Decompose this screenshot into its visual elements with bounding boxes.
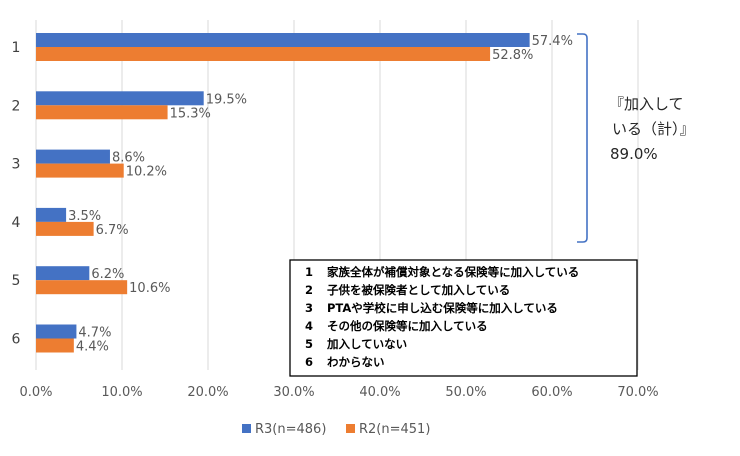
data-label: 6.7% <box>96 223 129 238</box>
data-label: 6.2% <box>91 267 124 282</box>
x-tick-label: 20.0% <box>187 385 228 400</box>
bar-r3 <box>36 33 530 47</box>
key-number: 1 <box>305 265 313 279</box>
key-text: 家族全体が補償対象となる保険等に加入している <box>327 265 579 279</box>
bracket <box>577 33 588 243</box>
legend-swatch <box>242 424 251 433</box>
key-number: 3 <box>305 301 313 315</box>
category-label: 6 <box>12 332 21 348</box>
category-label: 2 <box>12 98 21 114</box>
bar-r2 <box>36 221 94 236</box>
x-tick-label: 70.0% <box>617 385 658 400</box>
x-tick-label: 40.0% <box>359 385 400 400</box>
key-text: 子供を被保険者として加入している <box>327 283 510 297</box>
data-label: 57.4% <box>532 34 573 49</box>
key-text: わからない <box>327 355 385 369</box>
key-text: その他の保険等に加入している <box>327 319 488 333</box>
bar-r2 <box>36 47 491 61</box>
category-label: 1 <box>12 40 21 56</box>
legend-label: R3(n=486) <box>255 422 326 437</box>
data-label: 3.5% <box>68 209 101 224</box>
data-label: 52.8% <box>492 48 533 63</box>
annotation-line: いる（計）』 <box>612 120 695 138</box>
bar-r3 <box>36 266 90 281</box>
bar-r2 <box>36 338 74 353</box>
data-label: 10.2% <box>126 165 167 180</box>
key-number: 5 <box>305 337 313 351</box>
key-text: PTAや学校に申し込む保険等に加入している <box>327 301 558 315</box>
x-tick-label: 50.0% <box>445 385 486 400</box>
data-label: 4.4% <box>76 340 109 355</box>
bar-r2 <box>36 105 168 120</box>
data-label: 4.7% <box>78 326 111 341</box>
x-tick-label: 30.0% <box>273 385 314 400</box>
data-label: 8.6% <box>112 151 145 166</box>
bar-r2 <box>36 280 128 295</box>
key-box <box>289 259 638 377</box>
data-label: 15.3% <box>170 106 211 121</box>
legend-label: R2(n=451) <box>359 422 430 437</box>
x-tick-label: 60.0% <box>531 385 572 400</box>
category-label: 4 <box>12 215 21 231</box>
key-number: 2 <box>305 283 313 297</box>
legend-swatch <box>346 424 355 433</box>
x-tick-label: 10.0% <box>101 385 142 400</box>
data-label: 19.5% <box>206 92 247 107</box>
key-text: 加入していない <box>326 337 407 351</box>
key-number: 4 <box>305 319 313 333</box>
x-tick-label: 0.0% <box>19 385 52 400</box>
category-label: 3 <box>12 157 21 173</box>
annotation-line: 89.0% <box>610 145 658 163</box>
category-label: 5 <box>12 273 21 289</box>
bar-r2 <box>36 163 124 178</box>
key-number: 6 <box>305 355 313 369</box>
bar-r3 <box>36 149 110 164</box>
data-label: 10.6% <box>129 281 170 296</box>
bar-r3 <box>36 324 77 339</box>
bar-r3 <box>36 91 204 106</box>
bar-r3 <box>36 207 67 222</box>
annotation-line: 『加入して <box>609 95 684 113</box>
